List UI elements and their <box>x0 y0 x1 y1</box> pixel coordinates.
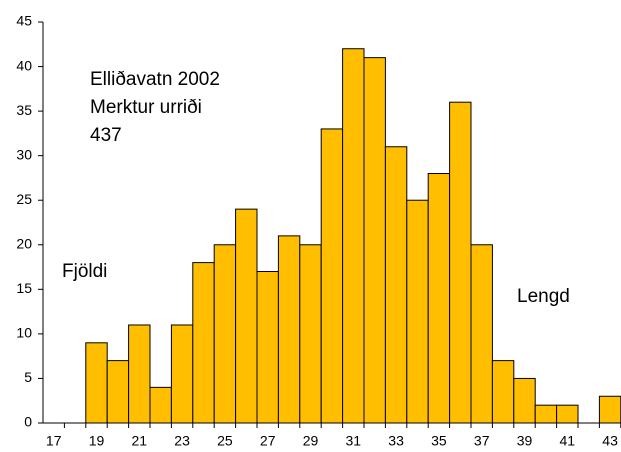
bar <box>213 244 237 424</box>
x-tick-label: 29 <box>303 433 319 449</box>
bar <box>598 395 621 424</box>
y-tick-label: 30 <box>16 146 32 162</box>
bar <box>320 128 344 424</box>
y-tick-label: 20 <box>16 235 32 251</box>
bar <box>427 172 451 424</box>
x-tick-label: 21 <box>132 433 148 449</box>
x-tick-label: 35 <box>431 433 447 449</box>
bar <box>449 101 472 424</box>
bar <box>406 199 429 424</box>
annotation: Elliðavatn 2002 <box>90 69 220 90</box>
x-tick-label: 23 <box>174 433 190 449</box>
bar <box>170 324 194 424</box>
bar <box>384 146 408 424</box>
bar <box>299 244 322 424</box>
y-axis-label: Fjöldi <box>62 261 107 282</box>
x-tick-label: 17 <box>46 433 62 449</box>
bar <box>149 386 172 424</box>
bar <box>470 244 493 424</box>
x-tick-label: 31 <box>346 433 362 449</box>
annotation: 437 <box>90 125 122 146</box>
bar <box>513 377 536 424</box>
y-tick-label: 10 <box>16 325 32 341</box>
x-tick-label: 25 <box>217 433 233 449</box>
x-tick-label: 39 <box>517 433 533 449</box>
bar <box>235 208 258 424</box>
bar <box>128 324 151 424</box>
x-tick-label: 43 <box>602 433 618 449</box>
bar <box>192 262 215 424</box>
y-tick-label: 5 <box>24 369 32 385</box>
x-tick-label: 33 <box>388 433 404 449</box>
bar <box>491 360 515 424</box>
annotation: Merktur urriði <box>90 97 202 118</box>
bar <box>556 404 579 424</box>
y-tick-label: 35 <box>16 102 32 118</box>
y-tick-label: 15 <box>16 280 32 296</box>
y-tick-label: 45 <box>16 13 32 29</box>
y-tick-label: 25 <box>16 191 32 207</box>
bar <box>277 235 301 424</box>
y-tick-label: 0 <box>24 414 32 430</box>
bar <box>363 57 386 424</box>
bar <box>85 342 108 424</box>
y-tick-label: 40 <box>16 57 32 73</box>
x-axis-label: Lengd <box>517 286 570 307</box>
bar <box>534 404 558 424</box>
x-tick-label: 41 <box>560 433 576 449</box>
x-tick-label: 19 <box>89 433 105 449</box>
bar <box>342 48 365 424</box>
bar <box>106 360 130 424</box>
x-tick-label: 27 <box>260 433 276 449</box>
bar <box>256 271 279 424</box>
x-tick-label: 37 <box>474 433 490 449</box>
